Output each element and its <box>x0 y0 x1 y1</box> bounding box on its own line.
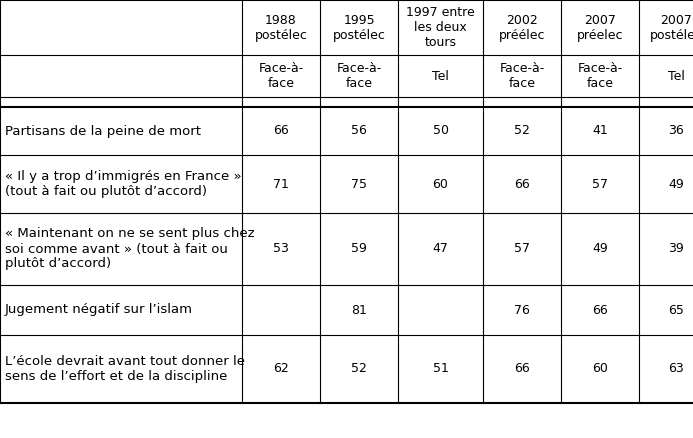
Text: L’école devrait avant tout donner le
sens de l’effort et de la discipline: L’école devrait avant tout donner le sen… <box>5 355 245 383</box>
Text: 49: 49 <box>592 243 608 255</box>
Text: Tel: Tel <box>667 70 685 82</box>
Text: « Maintenant on ne se sent plus chez
soi comme avant » (tout à fait ou
plutôt d’: « Maintenant on ne se sent plus chez soi… <box>5 227 254 271</box>
Text: 57: 57 <box>592 177 608 191</box>
Text: 39: 39 <box>668 243 684 255</box>
Text: 2002
préélec: 2002 préélec <box>499 14 545 42</box>
Text: 66: 66 <box>514 177 530 191</box>
Text: Jugement négatif sur l’islam: Jugement négatif sur l’islam <box>5 304 193 317</box>
Text: 66: 66 <box>273 124 289 138</box>
Text: 63: 63 <box>668 363 684 375</box>
Text: 71: 71 <box>273 177 289 191</box>
Text: 52: 52 <box>351 363 367 375</box>
Text: Face-à-
face: Face-à- face <box>336 62 382 90</box>
Text: 56: 56 <box>351 124 367 138</box>
Text: 81: 81 <box>351 304 367 317</box>
Text: 36: 36 <box>668 124 684 138</box>
Text: 76: 76 <box>514 304 530 317</box>
Text: 65: 65 <box>668 304 684 317</box>
Text: 49: 49 <box>668 177 684 191</box>
Text: 52: 52 <box>514 124 530 138</box>
Text: 50: 50 <box>432 124 448 138</box>
Text: Face-à-
face: Face-à- face <box>500 62 545 90</box>
Text: 1988
postélec: 1988 postélec <box>254 14 308 42</box>
Text: 1995
postélec: 1995 postélec <box>333 14 385 42</box>
Text: 2007
postélec: 2007 postélec <box>649 14 693 42</box>
Text: 59: 59 <box>351 243 367 255</box>
Text: Face-à-
face: Face-à- face <box>577 62 622 90</box>
Text: 60: 60 <box>432 177 448 191</box>
Text: 62: 62 <box>273 363 289 375</box>
Text: Tel: Tel <box>432 70 449 82</box>
Text: « Il y a trop d’immigrés en France »
(tout à fait ou plutôt d’accord): « Il y a trop d’immigrés en France » (to… <box>5 170 242 198</box>
Text: Face-à-
face: Face-à- face <box>258 62 304 90</box>
Text: 47: 47 <box>432 243 448 255</box>
Text: 1997 entre
les deux
tours: 1997 entre les deux tours <box>406 6 475 49</box>
Text: 60: 60 <box>592 363 608 375</box>
Text: 57: 57 <box>514 243 530 255</box>
Text: 2007
préelec: 2007 préelec <box>577 14 623 42</box>
Text: 41: 41 <box>592 124 608 138</box>
Text: 66: 66 <box>514 363 530 375</box>
Text: 53: 53 <box>273 243 289 255</box>
Text: 75: 75 <box>351 177 367 191</box>
Text: 66: 66 <box>592 304 608 317</box>
Text: Partisans de la peine de mort: Partisans de la peine de mort <box>5 124 201 138</box>
Text: 51: 51 <box>432 363 448 375</box>
